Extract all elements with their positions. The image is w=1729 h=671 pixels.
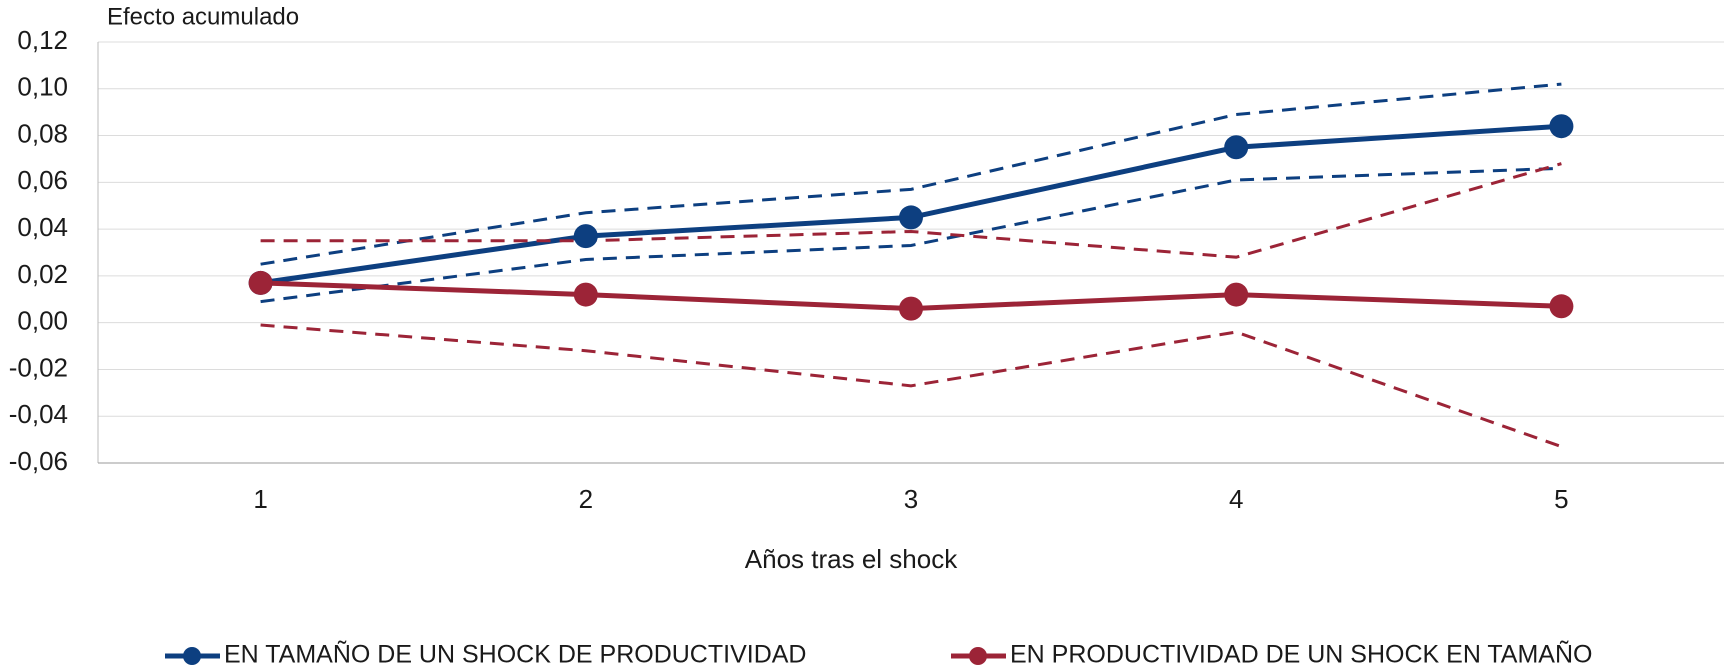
y-tick-label: -0,02 [9, 352, 68, 382]
point [1224, 282, 1249, 307]
x-tick-label: 5 [1554, 484, 1568, 514]
x-tick-label: 3 [904, 484, 918, 514]
x-tick-label: 2 [579, 484, 593, 514]
legend-marker [183, 647, 201, 665]
y-tick-label: -0,06 [9, 446, 68, 476]
y-tick-label: 0,02 [17, 259, 68, 289]
y-tick-label: -0,04 [9, 399, 68, 429]
point [573, 224, 598, 249]
y-tick-label: 0,04 [17, 212, 68, 242]
series-line [260, 123, 1562, 286]
point [573, 282, 598, 307]
band-line [260, 82, 1562, 266]
point [248, 270, 273, 295]
point [1224, 135, 1249, 160]
x-axis-label: Años tras el shock [745, 544, 958, 574]
band-line [260, 323, 1562, 449]
point [1549, 294, 1574, 319]
legend-label: EN PRODUCTIVIDAD DE UN SHOCK EN TAMAÑO [1010, 640, 1592, 669]
point [1549, 114, 1574, 139]
band-line [260, 166, 1562, 304]
legend-marker [969, 647, 987, 665]
point [899, 296, 923, 321]
point [899, 205, 923, 230]
y-tick-label: 0,00 [17, 306, 68, 336]
y-tick-label: 0,06 [17, 165, 68, 195]
x-tick-label: 1 [253, 484, 267, 514]
x-tick-label: 4 [1229, 484, 1243, 514]
y-tick-label: 0,08 [17, 118, 68, 148]
band-line [260, 162, 1562, 259]
y-tick-label: 0,10 [17, 72, 68, 102]
legend-label: EN TAMAÑO DE UN SHOCK DE PRODUCTIVIDAD [224, 640, 806, 669]
y-axis-label: Efecto acumulado [107, 3, 299, 30]
y-tick-label: 0,12 [17, 25, 68, 55]
